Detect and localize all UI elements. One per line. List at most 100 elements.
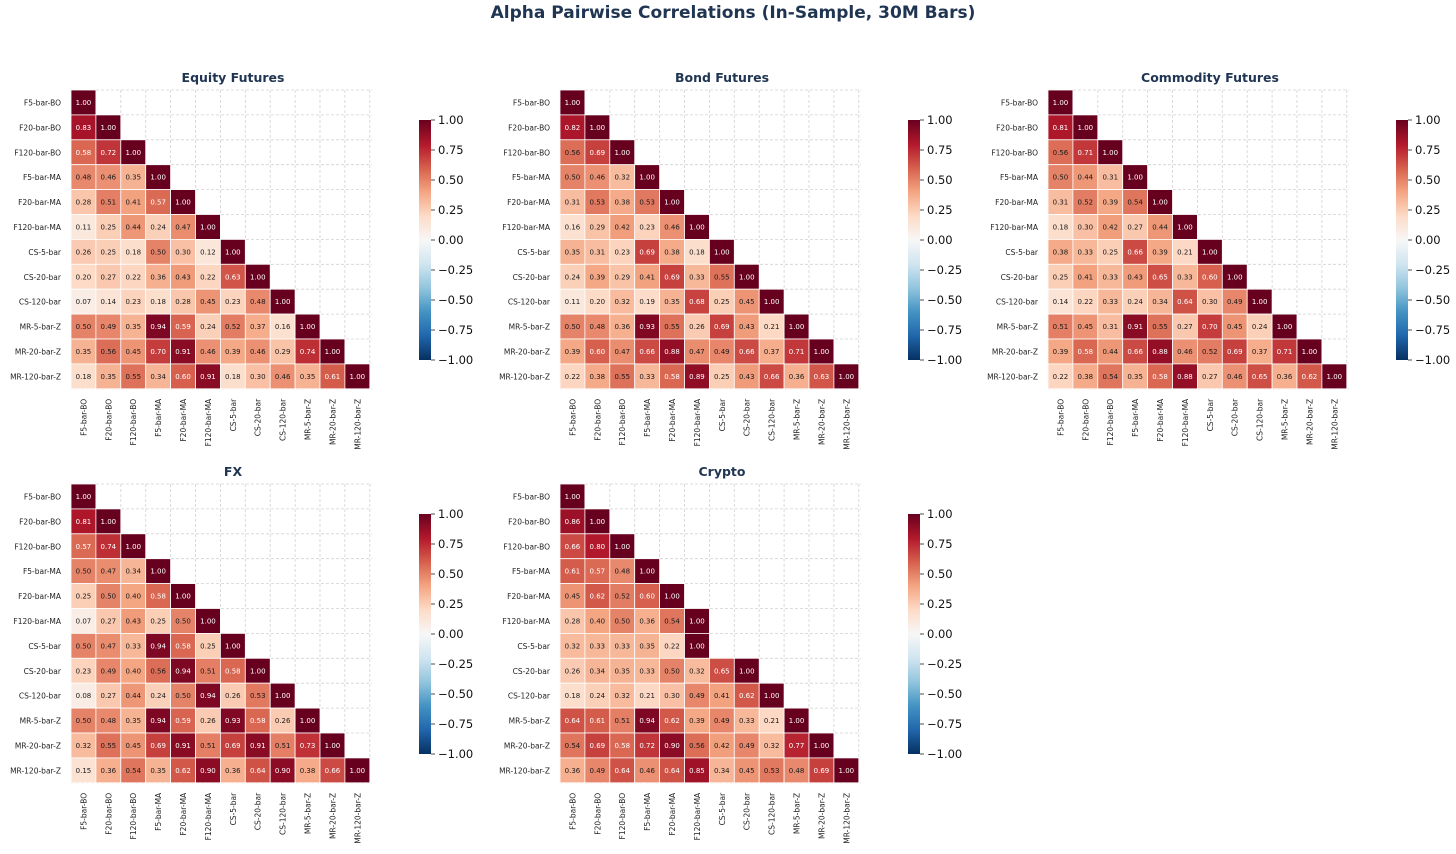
cell-value-label: 0.18: [76, 373, 92, 381]
heatmap-cell: [219, 263, 246, 290]
heatmap-cell: [609, 288, 636, 315]
cell-value-label: 0.69: [590, 149, 606, 157]
heatmap-cell: [269, 338, 296, 365]
cell-value-label: 0.25: [1102, 248, 1118, 256]
cell-value-label: 0.30: [250, 373, 266, 381]
cell-value-label: 0.66: [764, 373, 780, 381]
x-tick-label: F5-bar-BO: [1056, 399, 1065, 436]
cell-value-label: 0.31: [1053, 199, 1069, 207]
x-tick-label: MR-5-bar-Z: [793, 793, 802, 834]
cell-value-label: 1.00: [1277, 323, 1293, 331]
cell-value-label: 0.35: [150, 767, 166, 775]
cell-value-label: 1.00: [350, 767, 366, 775]
cell-value-label: 0.28: [565, 617, 581, 625]
heatmap-cell: [120, 139, 147, 166]
x-tick-label: MR-120-bar-Z: [842, 793, 851, 844]
cell-value-label: 0.30: [175, 248, 191, 256]
heatmap-cell: [559, 89, 586, 116]
heatmap-cell: [70, 338, 97, 365]
cell-value-label: 0.18: [225, 373, 241, 381]
cell-value-label: 0.69: [1227, 348, 1243, 356]
cell-value-label: 0.44: [1078, 174, 1094, 182]
heatmap-cell: [1221, 363, 1248, 390]
heatmap-cell: [1072, 263, 1099, 290]
cell-value-label: 0.50: [76, 568, 92, 576]
y-tick-label: MR-5-bar-Z: [509, 717, 550, 726]
cell-value-label: 0.35: [125, 174, 141, 182]
cell-value-label: 0.33: [1102, 273, 1118, 281]
y-tick-label: F20-bar-MA: [18, 198, 62, 207]
cell-value-label: 1.00: [614, 149, 630, 157]
heatmap-cell: [733, 657, 760, 684]
heatmap-cell: [195, 338, 221, 365]
heatmap-cell: [584, 263, 611, 290]
cell-value-label: 0.33: [639, 667, 655, 675]
y-tick-label: MR-20-bar-Z: [504, 741, 550, 750]
cell-value-label: 0.63: [225, 273, 241, 281]
cell-value-label: 0.66: [325, 767, 341, 775]
cell-value-label: 0.48: [614, 568, 630, 576]
cell-value-label: 0.51: [1053, 323, 1069, 331]
heatmap-cell: [634, 363, 661, 390]
heatmap-cell: [1122, 189, 1148, 215]
cell-value-label: 0.48: [789, 767, 805, 775]
cell-value-label: 0.81: [76, 518, 92, 526]
cell-value-label: 1.00: [275, 298, 291, 306]
x-tick-label: F120-bar-MA: [693, 398, 702, 446]
cell-value-label: 0.35: [300, 373, 316, 381]
heatmap-cell: [95, 288, 122, 315]
cell-value-label: 0.35: [614, 667, 630, 675]
colorbar-tick-label: 0.50: [438, 173, 464, 187]
y-tick-label: MR-120-bar-Z: [499, 372, 550, 381]
y-tick-label: F120-bar-MA: [13, 223, 61, 232]
colorbar-tick-label: 0.75: [927, 537, 953, 551]
y-tick-label: CS-5-bar: [28, 642, 62, 651]
cell-value-label: 0.58: [225, 667, 241, 675]
cell-value-label: 0.41: [714, 692, 730, 700]
cell-value-label: 0.41: [125, 199, 141, 207]
cell-value-label: 1.00: [590, 518, 606, 526]
heatmap-cell: [659, 338, 685, 365]
cell-value-label: 1.00: [689, 223, 705, 231]
heatmap-cell: [609, 583, 636, 609]
cell-value-label: 0.94: [639, 717, 655, 725]
cell-value-label: 0.69: [150, 742, 166, 750]
heatmap-cell: [244, 757, 271, 784]
heatmap-cell: [120, 732, 147, 759]
heatmap-cell: [709, 338, 735, 365]
heatmap-cell: [70, 89, 97, 116]
heatmap-cell: [1246, 363, 1273, 390]
heatmap-cell: [170, 338, 196, 365]
heatmap-cell: [584, 114, 611, 141]
heatmap-cell: [684, 657, 710, 684]
heatmap-cell: [145, 238, 171, 265]
x-tick-label: CS-120-bar: [279, 792, 288, 835]
heatmap-cell: [733, 757, 760, 784]
heatmap-cell: [1172, 338, 1198, 365]
y-tick-label: MR-120-bar-Z: [987, 372, 1038, 381]
heatmap-cell: [294, 757, 321, 784]
cell-value-label: 0.50: [565, 323, 581, 331]
x-tick-label: CS-20-bar: [254, 398, 263, 436]
cell-value-label: 0.37: [1252, 348, 1268, 356]
cell-value-label: 0.60: [639, 593, 655, 601]
cell-value-label: 0.33: [639, 373, 655, 381]
cell-value-label: 0.32: [614, 692, 630, 700]
heatmap-cell: [244, 707, 271, 734]
heatmap-cell: [634, 633, 661, 659]
cell-value-label: 0.59: [175, 717, 191, 725]
cell-value-label: 0.93: [639, 323, 655, 331]
cell-value-label: 0.35: [125, 717, 141, 725]
heatmap-cell: [1072, 288, 1099, 315]
heatmap-cell: [219, 238, 246, 265]
cell-value-label: 0.18: [150, 298, 166, 306]
cell-value-label: 0.56: [150, 667, 166, 675]
cell-value-label: 0.38: [1078, 373, 1094, 381]
heatmap-cell: [170, 583, 196, 609]
heatmap-cell: [1072, 139, 1099, 166]
colorbar-tick-label: 0.75: [438, 143, 464, 157]
cell-value-label: 0.43: [1127, 273, 1143, 281]
cell-value-label: 1.00: [200, 617, 216, 625]
y-tick-label: CS-120-bar: [19, 298, 62, 307]
heatmap-cell: [584, 508, 611, 535]
